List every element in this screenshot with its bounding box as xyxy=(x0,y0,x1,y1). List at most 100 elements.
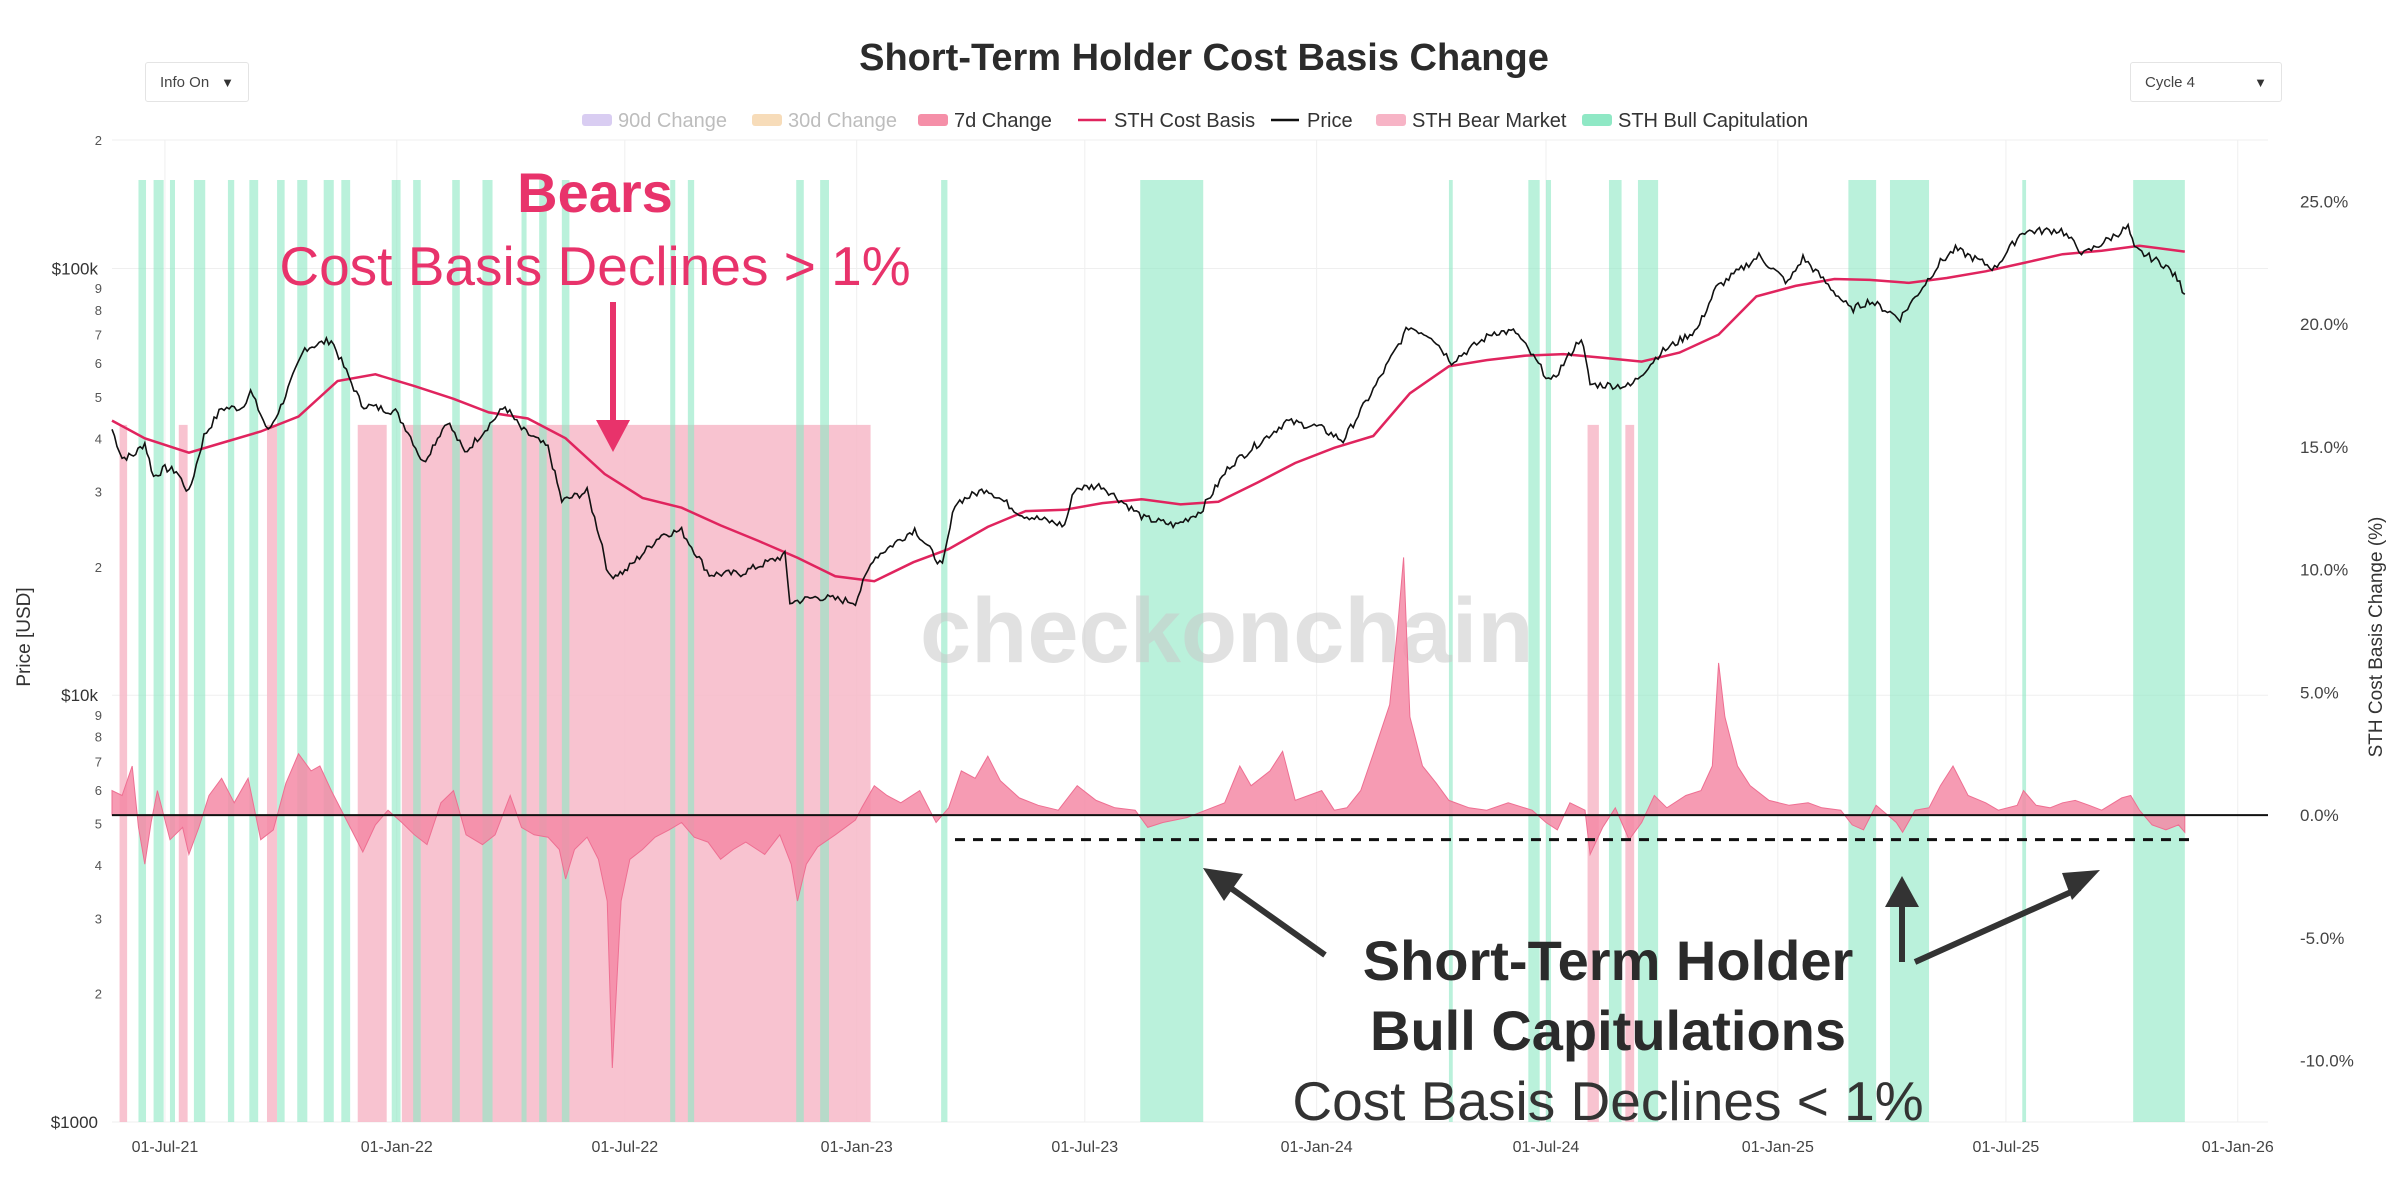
y-left-minor-tick-label: 5 xyxy=(95,817,102,832)
y-left-major-tick-label: $10k xyxy=(61,686,98,705)
legend-swatch xyxy=(1582,114,1612,126)
bull-capitulation-band xyxy=(249,180,259,1122)
bull-capitulation-band xyxy=(670,180,676,1122)
y-left-minor-tick-label: 9 xyxy=(95,708,102,723)
y-left-minor-tick-label: 7 xyxy=(95,754,102,769)
legend[interactable]: 90d Change 30d Change 7d Change STH Cost Ba… xyxy=(582,110,1808,132)
y-left-minor-tick-label: 2 xyxy=(95,560,102,575)
bull-capitulation-band xyxy=(169,180,176,1122)
y-left-axis-title: Price [USD] xyxy=(14,587,35,686)
bull-title-line1: Short-Term Holder xyxy=(1363,929,1854,992)
x-tick-label: 01-Jan-24 xyxy=(1281,1139,1353,1156)
bears-title: Bears xyxy=(517,161,673,224)
bull-subtitle: Cost Basis Declines < 1% xyxy=(1292,1070,1923,1132)
legend-label: Price xyxy=(1307,110,1353,132)
y-left-minor-tick-label: 2 xyxy=(95,987,102,1002)
y-right-axis-title: STH Cost Basis Change (%) xyxy=(2366,517,2387,758)
legend-swatch xyxy=(1376,114,1406,126)
bear-market-band xyxy=(401,424,871,1122)
y-left-major-tick-label: $1000 xyxy=(51,1113,98,1132)
x-tick-label: 01-Jul-24 xyxy=(1513,1139,1580,1156)
y-right-tick-label: 5.0% xyxy=(2300,683,2339,702)
bears-subtitle: Cost Basis Declines > 1% xyxy=(279,235,910,297)
cycle-select-label: Cycle 4 xyxy=(2145,73,2196,91)
x-tick-label: 01-Jul-22 xyxy=(592,1139,659,1156)
bull-capitulation-band xyxy=(482,180,493,1122)
bear-market-band xyxy=(178,424,188,1122)
bull-capitulation-band xyxy=(820,180,829,1122)
bull-capitulation-band xyxy=(2022,180,2027,1122)
bull-capitulation-band xyxy=(687,180,695,1122)
bull-capitulation-band xyxy=(341,180,351,1122)
legend-item[interactable]: Price xyxy=(1271,110,1353,132)
y-left-major-tick-label: $100k xyxy=(52,259,99,278)
bear-market-band xyxy=(1625,424,1635,1122)
x-tick-label: 01-Jan-23 xyxy=(821,1139,893,1156)
y-left-minor-tick-label: 6 xyxy=(95,783,102,798)
y-left-minor-tick-label: 9 xyxy=(95,281,102,296)
y-left-minor-tick-label: 8 xyxy=(95,303,102,318)
sth-cost-basis-line xyxy=(111,244,2185,583)
y-right-tick-label: 10.0% xyxy=(2300,561,2348,580)
legend-label: 30d Change xyxy=(788,110,897,132)
legend-label: STH Cost Basis xyxy=(1114,110,1255,132)
y-right-tick-label: 15.0% xyxy=(2300,438,2348,457)
legend-item[interactable]: STH Bull Capitulation xyxy=(1582,110,1808,132)
change-7d-area-path xyxy=(111,557,2186,1069)
bull-capitulation-band xyxy=(1608,180,1622,1122)
bull-capitulation-band xyxy=(1637,180,1659,1122)
series-lines xyxy=(111,222,2268,842)
bull-capitulation-band xyxy=(138,180,147,1122)
bull-capitulation-band xyxy=(227,180,235,1122)
y-left-minor-tick-label: 5 xyxy=(95,390,102,405)
price-line xyxy=(111,222,2186,607)
bull-arrow-right-head xyxy=(2062,870,2100,900)
bull-capitulation-band xyxy=(1140,180,1204,1122)
bull-arrow-left-shaft xyxy=(1223,881,1327,958)
cycle-select-dropdown[interactable]: Cycle 4 ▼ xyxy=(2130,62,2282,102)
bear-market-band xyxy=(119,424,128,1122)
bull-capitulation-band xyxy=(1889,180,1930,1122)
legend-label: 90d Change xyxy=(618,110,727,132)
bull-capitulation-band xyxy=(413,180,421,1122)
legend-item[interactable]: 7d Change xyxy=(918,110,1052,132)
bull-capitulation-band xyxy=(1545,180,1552,1122)
annotations: Bears Cost Basis Declines > 1% Short-Ter… xyxy=(279,161,2100,1132)
legend-item[interactable]: 30d Change xyxy=(752,110,897,132)
bull-capitulation-band xyxy=(521,180,527,1122)
legend-swatch xyxy=(752,114,782,126)
y-right-tick-label: 0.0% xyxy=(2300,806,2339,825)
bull-capitulation-band xyxy=(323,180,334,1122)
x-tick-label: 01-Jan-25 xyxy=(1742,1139,1814,1156)
y-left-minor-tick-label: 7 xyxy=(95,328,102,343)
info-toggle-dropdown[interactable]: Info On ▼ xyxy=(145,62,249,102)
legend-swatch xyxy=(582,114,612,126)
watermark: checkonchain xyxy=(920,580,1534,682)
bull-capitulation-band xyxy=(193,180,206,1122)
y-right-tick-label: 20.0% xyxy=(2300,315,2348,334)
bull-capitulation-band xyxy=(796,180,804,1122)
change-7d-area xyxy=(111,557,2186,1069)
bear-market-band xyxy=(357,424,387,1122)
bull-capitulation-band xyxy=(391,180,401,1122)
legend-item[interactable]: STH Cost Basis xyxy=(1078,110,1255,132)
bull-capitulation-band xyxy=(539,180,547,1122)
bull-capitulation-band xyxy=(1448,180,1453,1122)
legend-label: STH Bear Market xyxy=(1412,110,1567,132)
y-right-tick-label: -10.0% xyxy=(2300,1052,2354,1071)
period-bands xyxy=(119,180,2185,1122)
y-left-minor-tick-label: 8 xyxy=(95,730,102,745)
y-left-minor-tick-label: 4 xyxy=(95,431,102,446)
bull-arrow-right-shaft xyxy=(1913,885,2082,965)
legend-label: 7d Change xyxy=(954,110,1052,132)
bear-market-band xyxy=(266,424,278,1122)
legend-item[interactable]: 90d Change xyxy=(582,110,727,132)
bull-capitulation-band xyxy=(941,180,948,1122)
y-left-minor-tick-label: 3 xyxy=(95,485,102,500)
bull-capitulation-band xyxy=(297,180,308,1122)
x-tick-label: 01-Jul-23 xyxy=(1051,1139,1118,1156)
legend-item[interactable]: STH Bear Market xyxy=(1376,110,1567,132)
x-tick-label: 01-Jul-21 xyxy=(132,1139,199,1156)
bull-capitulation-band xyxy=(153,180,164,1122)
